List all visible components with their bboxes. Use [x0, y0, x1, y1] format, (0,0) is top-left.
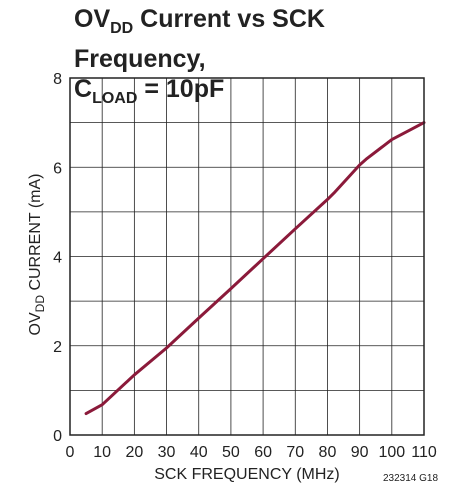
chart-title: OVDD Current vs SCK Frequency, CLOAD = 1…: [74, 4, 444, 114]
y-tick-label-0: 0: [53, 428, 62, 445]
y-tick-label-4: 8: [53, 71, 62, 88]
x-tick-label-4: 40: [190, 444, 208, 461]
x-tick-label-11: 110: [411, 444, 437, 461]
series-line-0: [84, 121, 426, 416]
x-tick-label-6: 60: [254, 444, 272, 461]
x-tick-label-8: 80: [319, 444, 337, 461]
grid: [70, 78, 424, 435]
x-tick-label-1: 10: [93, 444, 111, 461]
chart-title-line2: CLOAD = 10pF: [74, 74, 444, 114]
title-load-subscript: LOAD: [92, 90, 138, 107]
y-tick-label-3: 6: [53, 160, 62, 177]
x-tick-label-5: 50: [222, 444, 240, 461]
x-axis-label: SCK FREQUENCY (MHz): [154, 466, 340, 483]
plot-frame: [69, 77, 425, 436]
y-tick-label-2: 4: [53, 250, 62, 267]
y-tick-label-1: 2: [53, 339, 62, 356]
title-rest: Current vs SCK Frequency,: [74, 5, 325, 73]
title-ov: OV: [74, 5, 111, 33]
x-tick-label-3: 30: [158, 444, 176, 461]
figure-code: 232314 G18: [383, 473, 439, 484]
y-axis-label: OVDD CURRENT (mA): [27, 174, 47, 336]
x-tick-label-0: 0: [66, 444, 75, 461]
x-tick-label-9: 90: [351, 444, 369, 461]
title-load-value: = 10pF: [137, 75, 225, 103]
x-tick-label-7: 70: [286, 444, 304, 461]
title-dd-subscript: DD: [110, 20, 134, 37]
x-tick-label-2: 20: [125, 444, 143, 461]
tick-labels: 0 10 20 30 40 50 60 70 80 90 100 110 0 2 4 6 8: [53, 71, 437, 461]
x-tick-label-10: 100: [378, 444, 405, 461]
chart-title-line1: OVDD Current vs SCK Frequency,: [74, 4, 444, 74]
title-c: C: [74, 75, 93, 103]
series-layer: [84, 121, 426, 416]
